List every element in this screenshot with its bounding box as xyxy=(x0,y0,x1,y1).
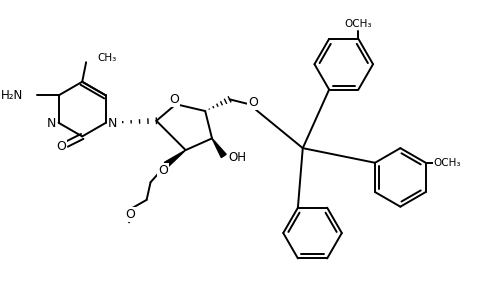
Text: O: O xyxy=(56,140,65,153)
Text: OH: OH xyxy=(228,151,247,164)
Text: CH₃: CH₃ xyxy=(98,53,117,63)
Text: OCH₃: OCH₃ xyxy=(434,158,461,168)
Text: N: N xyxy=(46,117,56,130)
Polygon shape xyxy=(164,150,186,167)
Text: O: O xyxy=(158,164,168,177)
Text: N: N xyxy=(108,117,117,130)
Text: O: O xyxy=(125,208,135,221)
Text: O: O xyxy=(248,96,258,109)
Polygon shape xyxy=(212,138,226,157)
Text: O: O xyxy=(169,93,179,106)
Text: H₂N: H₂N xyxy=(1,89,23,102)
Text: OCH₃: OCH₃ xyxy=(345,19,372,29)
